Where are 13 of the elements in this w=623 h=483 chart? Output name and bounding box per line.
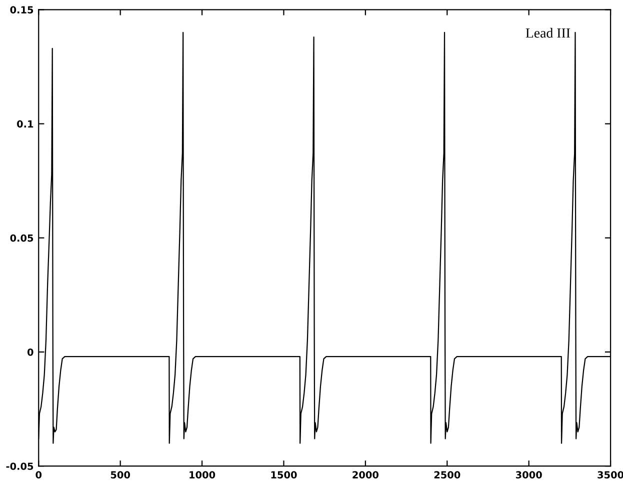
annotation: Lead III [526,28,570,38]
y-tick-label: 0 [27,348,34,356]
y-tick-label: 0.1 [17,120,34,128]
x-tick-label: 500 [110,471,130,478]
y-tick-label: 0.15 [10,6,34,14]
x-tick-label: 0 [36,471,42,478]
x-tick-label: 1500 [271,471,297,478]
x-tick-label: 2500 [434,471,460,478]
y-tick-label: 0.05 [10,234,34,242]
x-tick-label: 1000 [190,471,216,478]
x-tick-label: 2000 [352,471,378,478]
x-tick-label: 3000 [516,471,542,478]
y-tick-label: -0.05 [6,462,34,470]
